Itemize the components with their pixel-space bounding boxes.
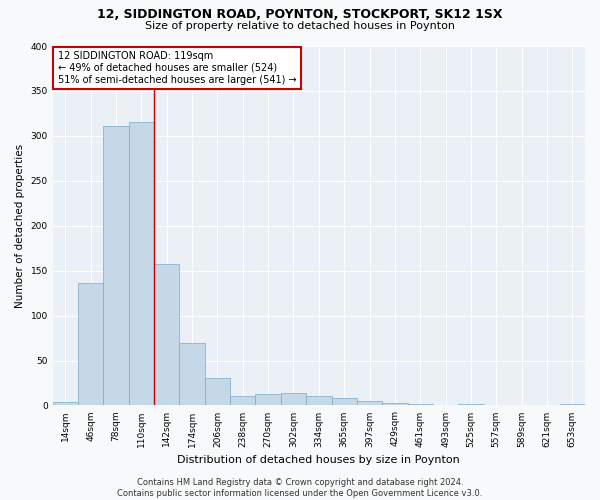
Bar	[458, 404, 484, 406]
Bar	[357, 401, 382, 406]
Bar	[205, 378, 230, 406]
Bar	[78, 283, 103, 406]
Bar	[179, 342, 205, 406]
Bar	[256, 394, 281, 406]
Text: 12 SIDDINGTON ROAD: 119sqm
← 49% of detached houses are smaller (524)
51% of sem: 12 SIDDINGTON ROAD: 119sqm ← 49% of deta…	[58, 52, 296, 84]
Bar	[154, 264, 179, 406]
Text: Contains HM Land Registry data © Crown copyright and database right 2024.
Contai: Contains HM Land Registry data © Crown c…	[118, 478, 482, 498]
Bar	[332, 398, 357, 406]
Bar	[129, 122, 154, 406]
Bar	[407, 404, 433, 406]
Bar	[230, 396, 256, 406]
Bar	[306, 396, 332, 406]
Text: Size of property relative to detached houses in Poynton: Size of property relative to detached ho…	[145, 21, 455, 31]
Bar	[103, 126, 129, 406]
Text: 12, SIDDINGTON ROAD, POYNTON, STOCKPORT, SK12 1SX: 12, SIDDINGTON ROAD, POYNTON, STOCKPORT,…	[97, 8, 503, 20]
Bar	[281, 393, 306, 406]
Y-axis label: Number of detached properties: Number of detached properties	[15, 144, 25, 308]
Bar	[560, 404, 585, 406]
Bar	[382, 402, 407, 406]
Bar	[53, 402, 78, 406]
X-axis label: Distribution of detached houses by size in Poynton: Distribution of detached houses by size …	[178, 455, 460, 465]
